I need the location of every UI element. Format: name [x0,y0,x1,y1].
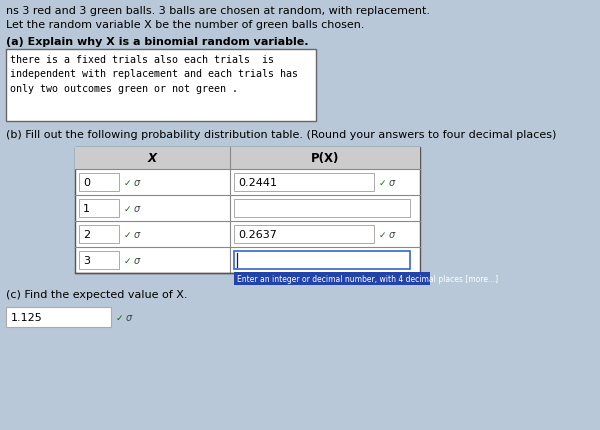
Bar [79,252,119,269]
Bar [234,252,410,269]
Text: Let the random variable X be the number of green balls chosen.: Let the random variable X be the number … [6,20,365,30]
Text: 0.2637: 0.2637 [238,230,277,240]
Bar [6,307,111,327]
Text: (c) Find the expected value of X.: (c) Find the expected value of X. [6,289,187,299]
Bar [79,200,119,218]
Text: σ: σ [134,178,140,187]
Text: ✓: ✓ [124,204,131,213]
Text: (a) Explain why X is a binomial random variable.: (a) Explain why X is a binomial random v… [6,37,308,47]
Bar [79,174,119,191]
Bar [79,225,119,243]
Bar [234,225,374,243]
Text: 0: 0 [83,178,90,187]
Text: 1: 1 [83,203,90,214]
Text: (b) Fill out the following probability distribution table. (Round your answers t: (b) Fill out the following probability d… [6,130,556,140]
Text: 3: 3 [83,255,90,265]
Text: σ: σ [389,230,395,240]
Text: there is a fixed trials also each trials  is
independent with replacement and ea: there is a fixed trials also each trials… [10,55,298,94]
Text: 0.2441: 0.2441 [238,178,277,187]
Text: ns 3 red and 3 green balls. 3 balls are chosen at random, with replacement.: ns 3 red and 3 green balls. 3 balls are … [6,6,430,16]
Text: σ: σ [389,178,395,187]
Bar [234,272,430,286]
Text: ✓: ✓ [379,230,386,239]
Bar [234,174,374,191]
Text: σ: σ [134,255,140,265]
Bar [6,50,316,122]
Text: ✓: ✓ [124,178,131,187]
Text: σ: σ [126,312,132,322]
Bar [75,147,420,273]
Text: ✓: ✓ [116,313,124,322]
Text: σ: σ [134,230,140,240]
Text: σ: σ [134,203,140,214]
Text: 2: 2 [83,230,90,240]
Text: X: X [148,152,157,165]
Text: ✓: ✓ [379,178,386,187]
Text: 1.125: 1.125 [11,312,43,322]
Text: ✓: ✓ [124,230,131,239]
Text: P(X): P(X) [311,152,339,165]
Bar [234,200,410,218]
Bar [75,147,420,169]
Text: ✓: ✓ [124,256,131,265]
Text: Enter an integer or decimal number, with 4 decimal places [more...]: Enter an integer or decimal number, with… [237,274,498,283]
